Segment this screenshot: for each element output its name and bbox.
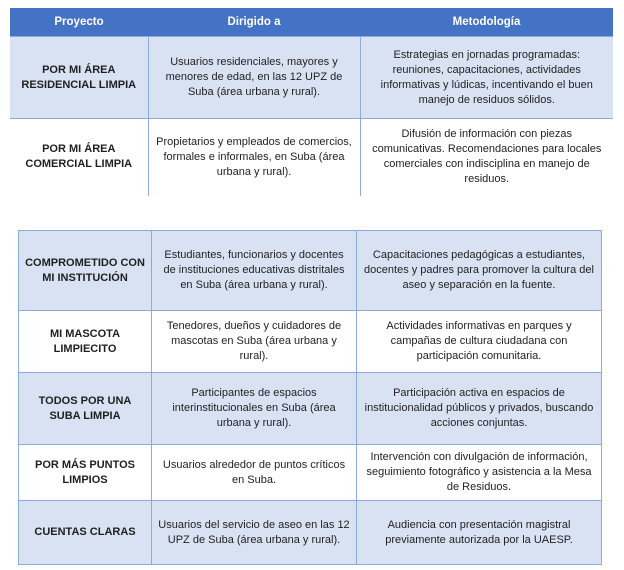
target-audience: Usuarios del servicio de aseo en las 12 … xyxy=(151,500,357,565)
project-name: TODOS POR UNA SUBA LIMPIA xyxy=(18,372,152,445)
target-audience: Estudiantes, funcionarios y docentes de … xyxy=(151,230,357,311)
projects-table-top: Proyecto Dirigido a Metodología POR MI Á… xyxy=(10,8,613,196)
header-row: Proyecto Dirigido a Metodología xyxy=(10,8,613,37)
methodology: Audiencia con presentación magistral pre… xyxy=(356,500,602,565)
target-audience: Tenedores, dueños y cuidadores de mascot… xyxy=(151,310,357,373)
table-row: POR MI ÁREA COMERCIAL LIMPIA Propietario… xyxy=(10,118,613,196)
project-name: CUENTAS CLARAS xyxy=(18,500,152,565)
target-audience: Usuarios residenciales, mayores y menore… xyxy=(147,36,360,119)
projects-table-bottom: COMPROMETIDO CON MI INSTITUCIÓN Estudian… xyxy=(18,230,602,565)
header-proyecto: Proyecto xyxy=(10,8,148,37)
methodology: Participación activa en espacios de inst… xyxy=(356,372,602,445)
target-audience: Usuarios alrededor de puntos críticos en… xyxy=(151,444,357,501)
header-dirigido: Dirigido a xyxy=(148,8,360,37)
table-row: TODOS POR UNA SUBA LIMPIA Participantes … xyxy=(18,372,602,445)
methodology: Capacitaciones pedagógicas a estudiantes… xyxy=(356,230,602,311)
table-row: MI MASCOTA LIMPIECITO Tenedores, dueños … xyxy=(18,310,602,373)
project-name: POR MI ÁREA RESIDENCIAL LIMPIA xyxy=(10,36,148,119)
project-name: POR MÁS PUNTOS LIMPIOS xyxy=(18,444,152,501)
header-metodologia: Metodología xyxy=(360,8,613,37)
table-row: POR MÁS PUNTOS LIMPIOS Usuarios alrededo… xyxy=(18,444,602,501)
methodology: Actividades informativas en parques y ca… xyxy=(356,310,602,373)
project-name: POR MI ÁREA COMERCIAL LIMPIA xyxy=(10,118,148,196)
methodology: Intervención con divulgación de informac… xyxy=(356,444,602,501)
target-audience: Participantes de espacios interinstituci… xyxy=(151,372,357,445)
table-row: POR MI ÁREA RESIDENCIAL LIMPIA Usuarios … xyxy=(10,36,613,119)
methodology: Estrategias en jornadas programadas: reu… xyxy=(359,36,613,119)
methodology: Difusión de información con piezas comun… xyxy=(359,118,613,196)
table-row: CUENTAS CLARAS Usuarios del servicio de … xyxy=(18,500,602,565)
table-row: COMPROMETIDO CON MI INSTITUCIÓN Estudian… xyxy=(18,230,602,311)
target-audience: Propietarios y empleados de comercios, f… xyxy=(147,118,360,196)
project-name: COMPROMETIDO CON MI INSTITUCIÓN xyxy=(18,230,152,311)
project-name: MI MASCOTA LIMPIECITO xyxy=(18,310,152,373)
